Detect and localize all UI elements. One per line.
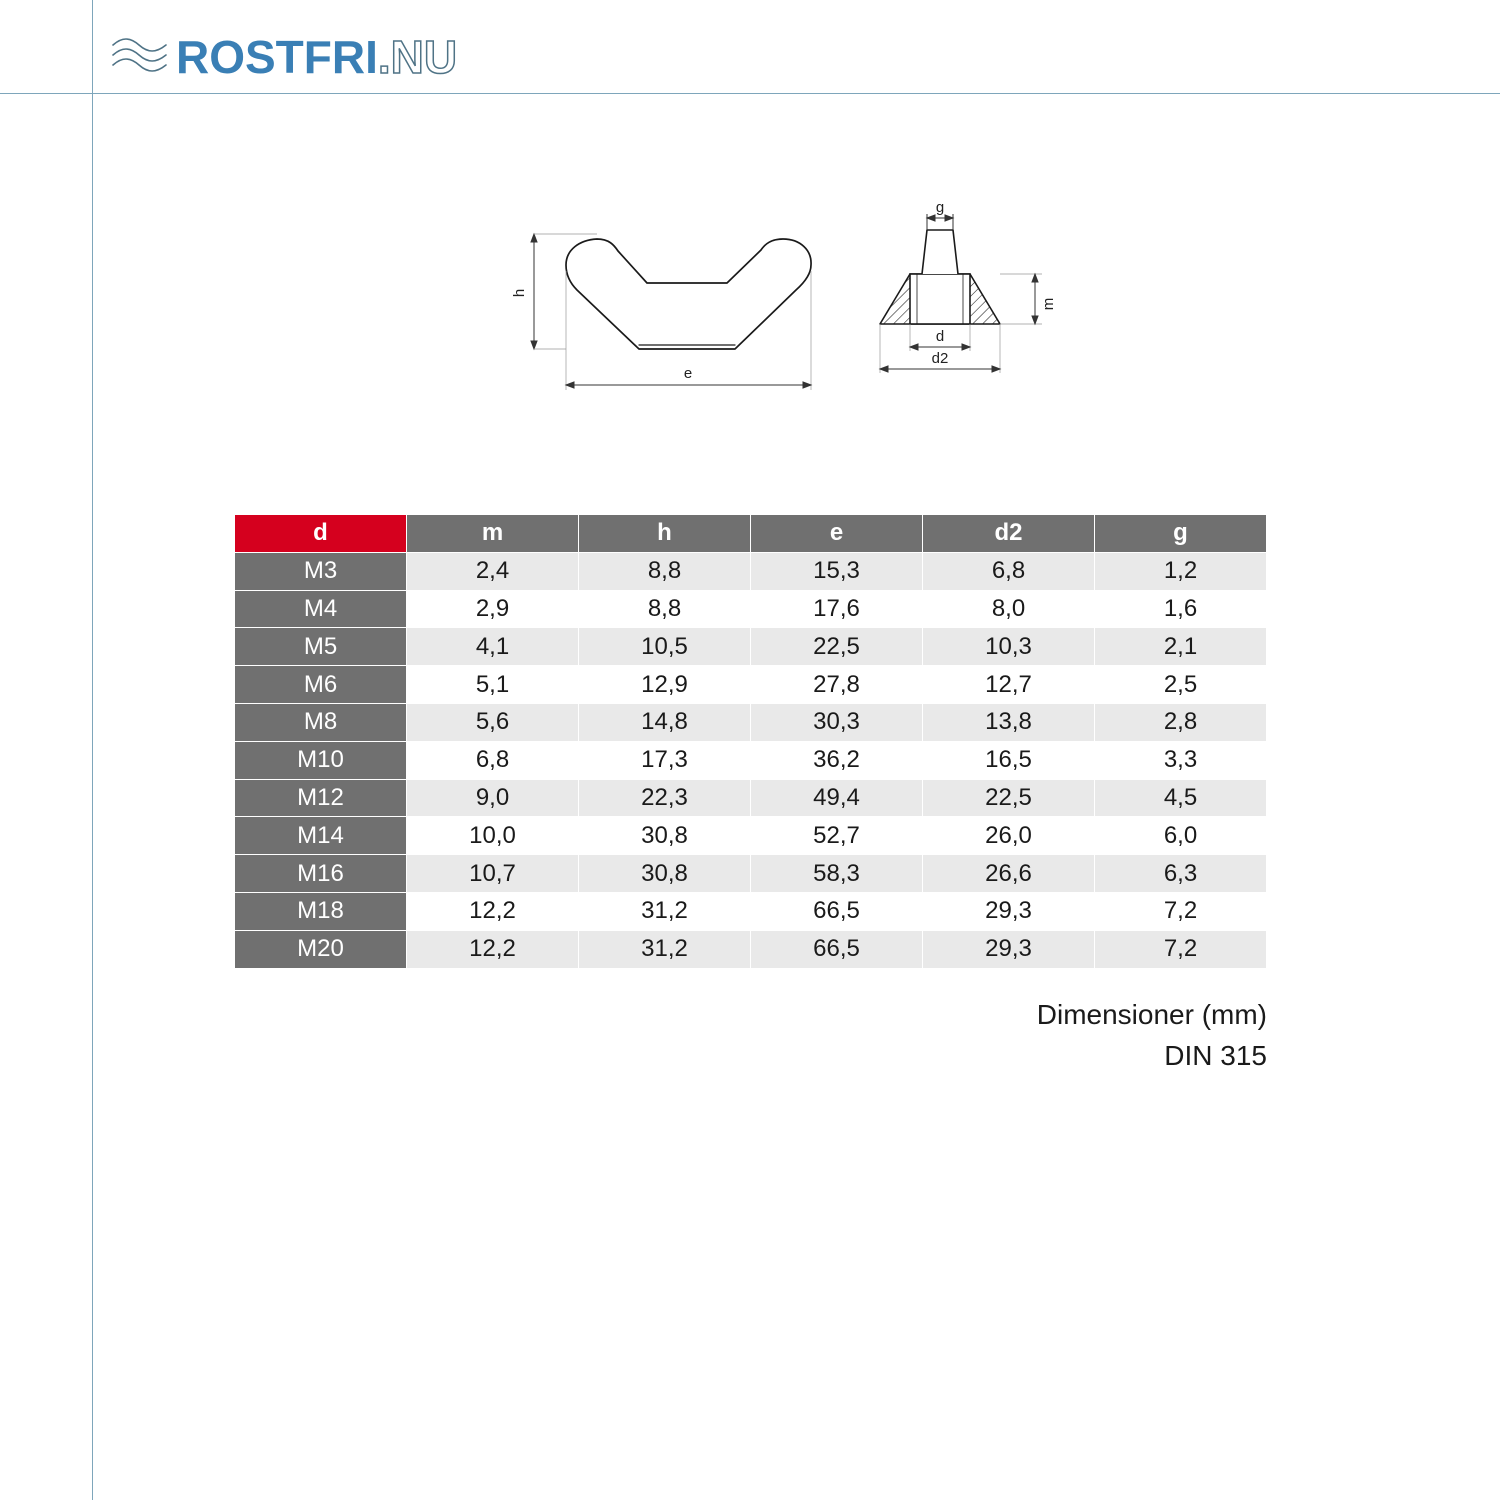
svg-text:d2: d2 [932, 350, 949, 367]
svg-text:d: d [936, 328, 944, 345]
svg-text:e: e [684, 365, 692, 382]
svg-text:g: g [936, 199, 944, 216]
svg-text:m: m [1040, 298, 1057, 311]
svg-text:h: h [511, 289, 528, 297]
